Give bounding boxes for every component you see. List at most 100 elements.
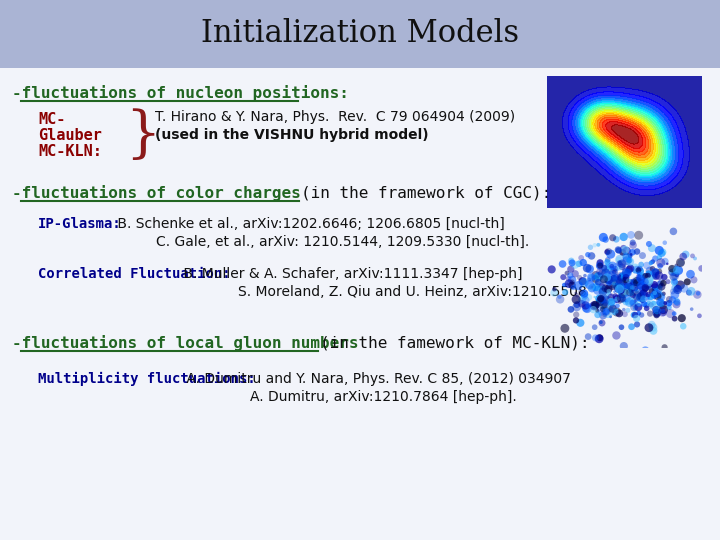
Point	[608, 268, 619, 276]
Point	[626, 322, 637, 331]
Point	[629, 274, 640, 282]
Point	[622, 250, 634, 259]
Point	[562, 280, 574, 288]
Text: MC-KLN:: MC-KLN:	[38, 144, 102, 159]
Point	[596, 295, 608, 304]
Point	[653, 271, 665, 280]
Text: Initialization Models: Initialization Models	[201, 18, 519, 50]
Point	[631, 247, 643, 256]
Point	[574, 273, 585, 282]
Point	[559, 324, 571, 333]
Point	[600, 276, 612, 285]
Point	[577, 277, 588, 286]
Point	[643, 298, 654, 306]
Point	[603, 275, 615, 284]
Point	[616, 293, 627, 301]
Point	[611, 235, 622, 244]
Point	[605, 313, 616, 321]
Point	[625, 250, 636, 259]
Point	[621, 254, 633, 262]
Point	[640, 282, 652, 291]
Point	[633, 266, 644, 274]
Point	[649, 280, 660, 289]
Text: B. Schenke et al., arXiv:1202.6646; 1206.6805 [nucl-th]: B. Schenke et al., arXiv:1202.6646; 1206…	[113, 217, 505, 231]
Point	[624, 265, 635, 274]
Text: IP-Glasma:: IP-Glasma:	[38, 217, 122, 231]
Point	[613, 285, 624, 293]
Point	[580, 296, 591, 305]
Point	[648, 299, 660, 308]
Point	[626, 284, 638, 292]
Point	[687, 252, 698, 260]
Point	[563, 274, 575, 283]
Point	[609, 274, 621, 283]
Point	[672, 285, 683, 294]
Point	[639, 346, 651, 355]
Point	[616, 262, 628, 271]
Text: -fluctuations of nucleon positions:: -fluctuations of nucleon positions:	[12, 85, 349, 101]
Point	[605, 305, 616, 314]
Point	[631, 314, 642, 323]
Point	[619, 288, 631, 297]
Point	[546, 265, 557, 274]
Point	[588, 302, 600, 310]
Point	[618, 305, 629, 314]
Point	[573, 259, 585, 268]
Text: A. Dumitru, arXiv:1210.7864 [hep-ph].: A. Dumitru, arXiv:1210.7864 [hep-ph].	[250, 390, 517, 404]
Point	[606, 297, 617, 306]
Point	[615, 282, 626, 291]
Point	[634, 265, 645, 273]
Point	[624, 258, 636, 266]
Point	[629, 297, 641, 306]
Point	[619, 246, 631, 254]
Point	[616, 273, 627, 282]
Point	[588, 305, 599, 314]
Point	[567, 259, 578, 267]
Point	[570, 269, 581, 278]
Point	[641, 301, 652, 309]
Point	[646, 320, 657, 329]
Point	[629, 310, 641, 319]
Point	[592, 302, 603, 310]
Point	[678, 284, 690, 293]
Point	[624, 288, 636, 297]
Point	[626, 248, 638, 256]
Point	[693, 312, 705, 320]
Point	[652, 286, 664, 294]
Point	[647, 298, 658, 307]
Point	[604, 296, 616, 305]
Point	[594, 333, 606, 342]
Point	[582, 332, 594, 341]
Point	[641, 304, 652, 313]
Point	[600, 298, 611, 307]
Point	[629, 291, 641, 299]
Point	[554, 295, 566, 303]
Point	[624, 298, 635, 307]
Point	[636, 272, 648, 280]
Point	[672, 284, 683, 293]
Point	[613, 309, 625, 318]
Point	[659, 238, 670, 247]
Point	[638, 289, 649, 298]
Point	[611, 307, 622, 316]
Point	[584, 280, 595, 289]
Point	[683, 288, 695, 297]
Point	[606, 262, 618, 271]
Point	[603, 275, 615, 284]
Point	[618, 295, 629, 304]
Point	[692, 290, 703, 299]
Point	[654, 253, 665, 262]
Point	[619, 289, 631, 298]
Point	[643, 278, 654, 286]
Point	[618, 342, 629, 350]
Point	[572, 281, 584, 290]
Point	[580, 303, 592, 312]
Point	[634, 301, 645, 309]
Point	[538, 305, 549, 314]
Point	[589, 241, 600, 249]
Point	[649, 282, 661, 291]
Point	[549, 285, 560, 294]
Point	[649, 268, 661, 277]
Point	[590, 301, 601, 309]
Point	[579, 271, 590, 280]
